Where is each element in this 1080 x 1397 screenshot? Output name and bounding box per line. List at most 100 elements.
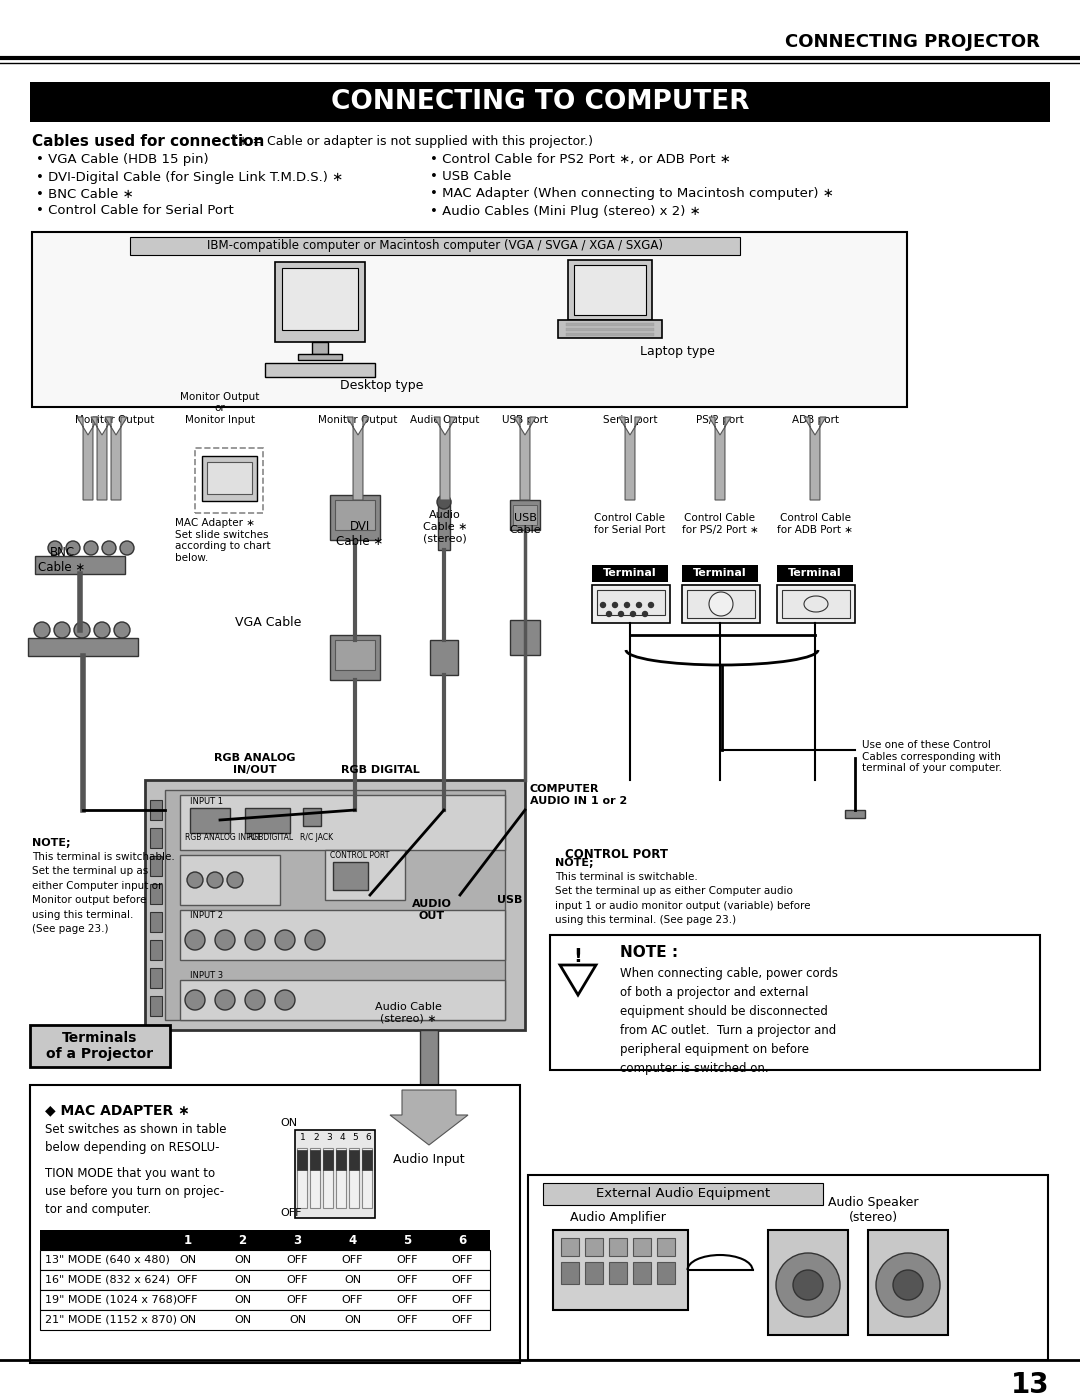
- Text: Control Cable
for ADB Port ∗: Control Cable for ADB Port ∗: [777, 513, 853, 535]
- Text: Monitor Output
or
Monitor Input: Monitor Output or Monitor Input: [180, 391, 259, 425]
- Text: DVI
Cable ∗: DVI Cable ∗: [336, 520, 383, 548]
- Bar: [30, 1085, 519, 1363]
- Circle shape: [84, 541, 98, 555]
- Circle shape: [245, 990, 265, 1010]
- Text: Use one of these Control
Cables corresponding with
terminal of your computer.: Use one of these Control Cables correspo…: [862, 740, 1002, 773]
- Text: OFF: OFF: [396, 1275, 418, 1285]
- Bar: [430, 640, 458, 675]
- Text: 13" MODE (640 x 480): 13" MODE (640 x 480): [45, 1255, 170, 1266]
- Bar: [310, 1150, 320, 1171]
- Bar: [438, 500, 450, 550]
- Text: Audio
Cable ∗
(stereo): Audio Cable ∗ (stereo): [422, 510, 468, 543]
- Circle shape: [275, 990, 295, 1010]
- Bar: [657, 1238, 675, 1256]
- Text: Set switches as shown in table
below depending on RESOLU-: Set switches as shown in table below dep…: [45, 1123, 227, 1154]
- Text: OFF: OFF: [396, 1315, 418, 1324]
- Polygon shape: [390, 1090, 468, 1146]
- Bar: [868, 1229, 948, 1336]
- Circle shape: [643, 612, 648, 616]
- Circle shape: [600, 602, 606, 608]
- Text: 5: 5: [403, 1234, 411, 1246]
- Text: 4: 4: [339, 1133, 345, 1143]
- Text: This terminal is switchable.
Set the terminal up as either Computer audio
input : This terminal is switchable. Set the ter…: [555, 872, 810, 925]
- Circle shape: [708, 592, 733, 616]
- Text: OFF: OFF: [287, 1255, 308, 1266]
- Bar: [566, 332, 654, 337]
- Bar: [245, 807, 291, 833]
- Bar: [202, 455, 257, 502]
- Bar: [130, 237, 740, 256]
- Polygon shape: [77, 416, 99, 500]
- Bar: [298, 353, 342, 360]
- Text: • DVI-Digital Cable (for Single Link T.M.D.S.) ∗: • DVI-Digital Cable (for Single Link T.M…: [36, 170, 343, 183]
- Text: Control Cable
for Serial Port: Control Cable for Serial Port: [594, 513, 665, 535]
- Bar: [553, 1229, 688, 1310]
- Bar: [687, 590, 755, 617]
- Text: ON: ON: [179, 1255, 197, 1266]
- Polygon shape: [434, 416, 456, 500]
- Bar: [190, 807, 230, 833]
- Bar: [150, 828, 162, 848]
- Circle shape: [607, 612, 611, 616]
- Bar: [335, 640, 375, 671]
- Text: OFF: OFF: [451, 1255, 473, 1266]
- Circle shape: [185, 990, 205, 1010]
- Circle shape: [631, 612, 635, 616]
- Text: 6: 6: [365, 1133, 370, 1143]
- Polygon shape: [619, 416, 642, 500]
- Bar: [150, 996, 162, 1016]
- Text: Cables used for connection: Cables used for connection: [32, 134, 265, 149]
- Text: CONNECTING PROJECTOR: CONNECTING PROJECTOR: [785, 34, 1040, 52]
- Text: Audio Cable
(stereo) ∗: Audio Cable (stereo) ∗: [375, 1002, 442, 1024]
- Polygon shape: [105, 416, 127, 500]
- Text: USB: USB: [497, 895, 523, 905]
- Text: This terminal is switchable.
Set the terminal up as
either Computer input or
Mon: This terminal is switchable. Set the ter…: [32, 852, 175, 935]
- Bar: [349, 1148, 359, 1208]
- Text: R/C JACK: R/C JACK: [300, 834, 333, 842]
- Text: ON: ON: [280, 1118, 297, 1127]
- Text: OFF: OFF: [341, 1255, 363, 1266]
- Bar: [362, 1148, 372, 1208]
- Text: ON: ON: [179, 1315, 197, 1324]
- Bar: [195, 448, 264, 513]
- Circle shape: [114, 622, 130, 638]
- Text: Laptop type: Laptop type: [640, 345, 715, 359]
- Text: External Audio Equipment: External Audio Equipment: [596, 1187, 770, 1200]
- Text: TION MODE that you want to
use before you turn on projec-
tor and computer.: TION MODE that you want to use before yo…: [45, 1166, 225, 1215]
- Text: OFF: OFF: [287, 1295, 308, 1305]
- Bar: [145, 780, 525, 1030]
- Bar: [510, 620, 540, 655]
- Bar: [362, 1150, 372, 1171]
- Text: OFF: OFF: [280, 1208, 301, 1218]
- Polygon shape: [708, 416, 731, 500]
- Circle shape: [777, 1253, 840, 1317]
- Text: 13: 13: [1011, 1370, 1050, 1397]
- Circle shape: [876, 1253, 940, 1317]
- Circle shape: [120, 541, 134, 555]
- Circle shape: [619, 612, 623, 616]
- Bar: [40, 1229, 490, 1250]
- Bar: [609, 1261, 627, 1284]
- Polygon shape: [561, 965, 596, 995]
- Bar: [35, 556, 125, 574]
- Circle shape: [227, 872, 243, 888]
- Bar: [782, 590, 850, 617]
- Bar: [568, 260, 652, 320]
- Circle shape: [275, 930, 295, 950]
- Bar: [420, 1030, 438, 1090]
- Text: ON: ON: [234, 1315, 251, 1324]
- Text: ON: ON: [234, 1295, 251, 1305]
- Bar: [180, 909, 505, 960]
- Text: ON: ON: [343, 1315, 361, 1324]
- Bar: [349, 1150, 359, 1171]
- Text: NOTE :: NOTE :: [620, 944, 678, 960]
- Text: 5: 5: [352, 1133, 357, 1143]
- Bar: [333, 862, 368, 890]
- Circle shape: [624, 602, 630, 608]
- Bar: [297, 1150, 307, 1171]
- Bar: [323, 1148, 333, 1208]
- Bar: [40, 1270, 490, 1289]
- Text: Audio Speaker
(stereo): Audio Speaker (stereo): [827, 1196, 918, 1224]
- Bar: [180, 855, 280, 905]
- Bar: [297, 1148, 307, 1208]
